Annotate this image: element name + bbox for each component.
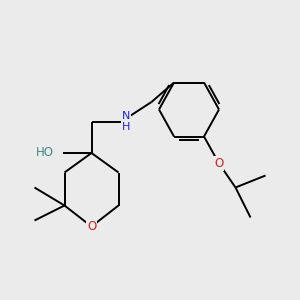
Text: N
H: N H <box>122 111 130 132</box>
Text: O: O <box>87 220 96 233</box>
Text: HO: HO <box>36 146 54 160</box>
Text: O: O <box>214 157 224 170</box>
